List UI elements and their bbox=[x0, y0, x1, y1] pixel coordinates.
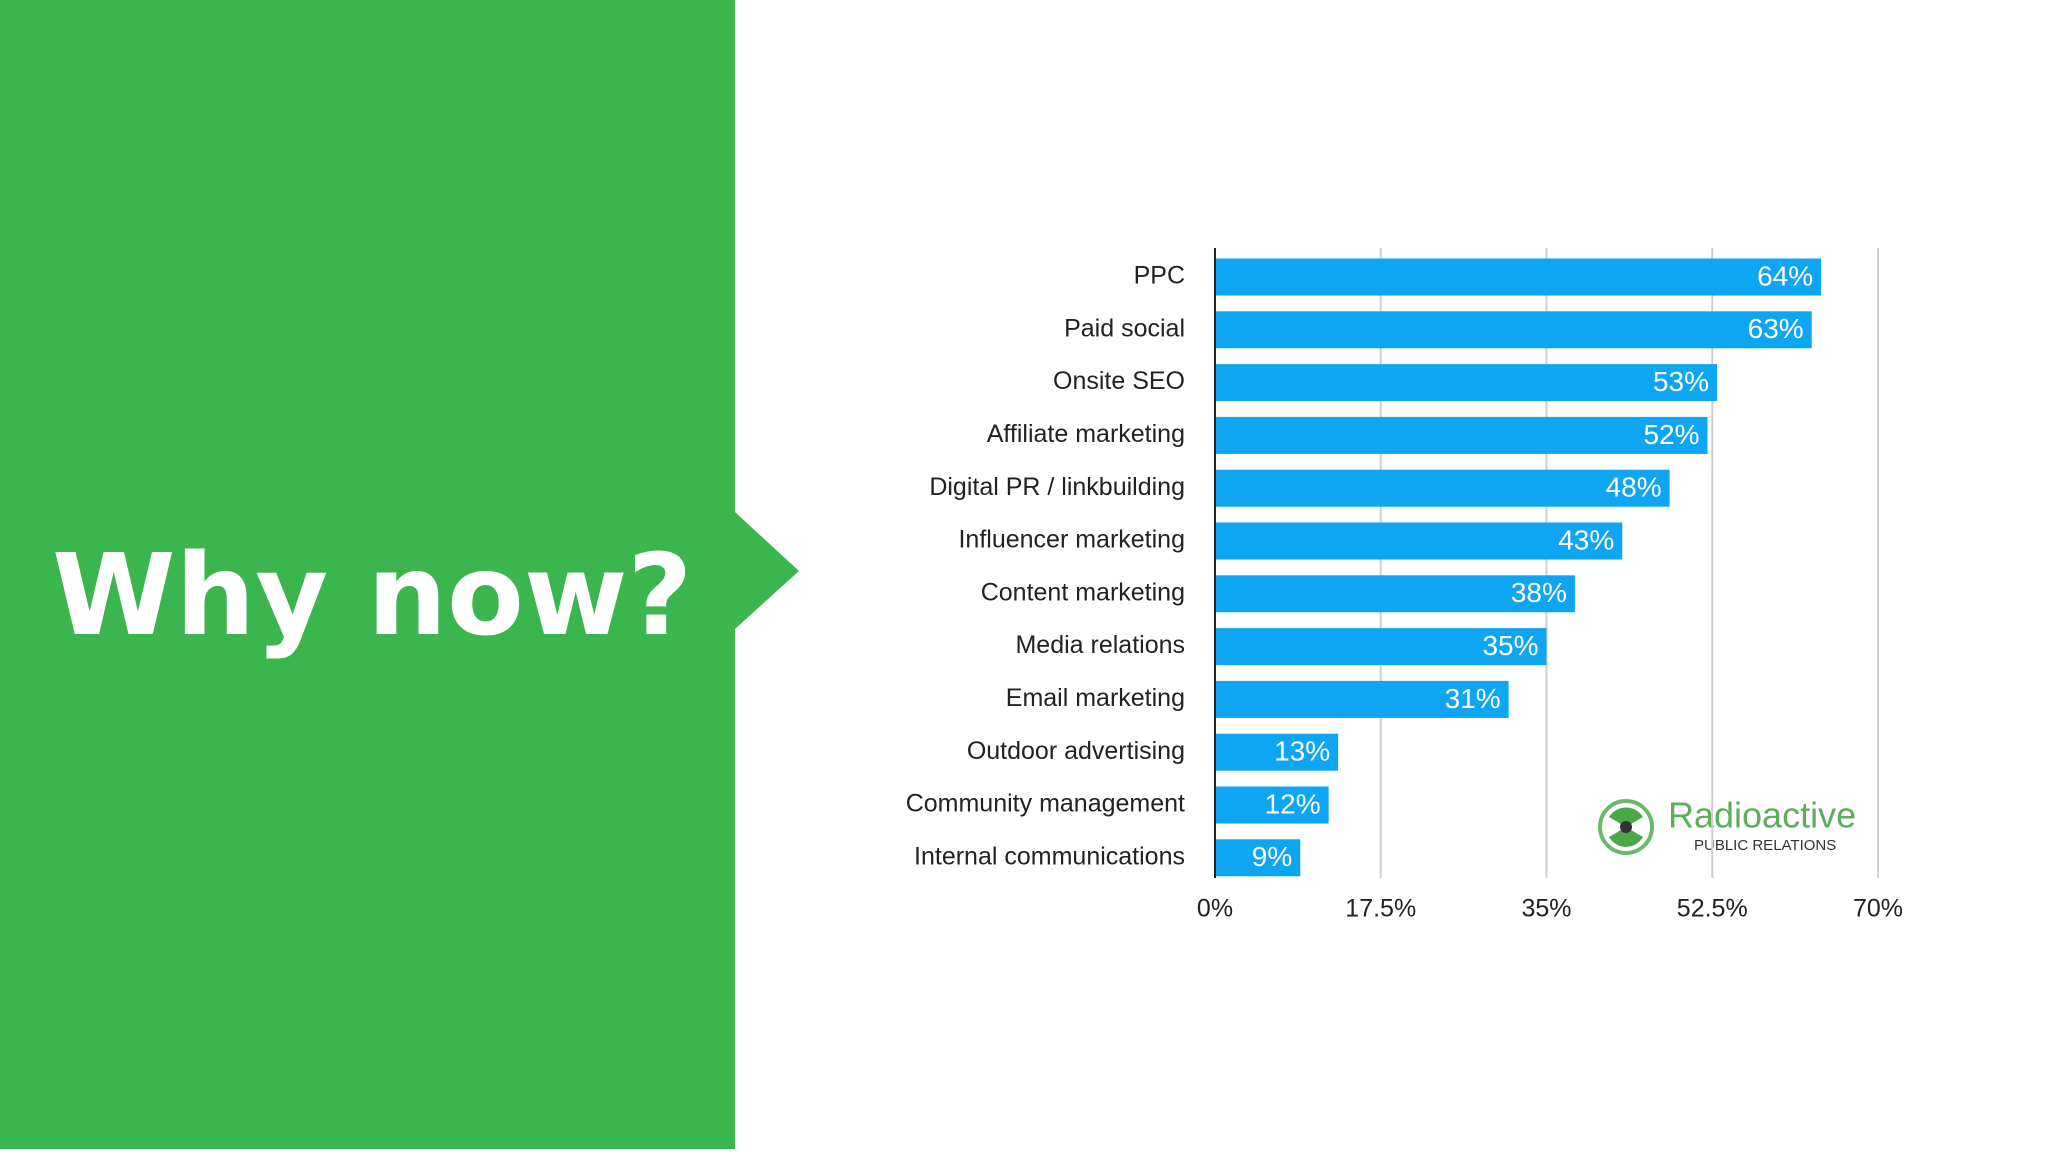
value-label: 35% bbox=[1482, 630, 1538, 661]
value-label: 31% bbox=[1445, 683, 1501, 714]
category-label: Onsite SEO bbox=[1053, 367, 1185, 395]
bar bbox=[1215, 416, 1708, 454]
value-label: 64% bbox=[1757, 260, 1813, 291]
category-label: Outdoor advertising bbox=[967, 737, 1185, 765]
x-tick-label: 70% bbox=[1853, 895, 1903, 923]
category-label: Paid social bbox=[1064, 314, 1185, 342]
value-label: 9% bbox=[1252, 841, 1292, 872]
bar bbox=[1215, 680, 1509, 718]
bar bbox=[1215, 786, 1329, 824]
value-label: 13% bbox=[1274, 736, 1330, 767]
category-label: Community management bbox=[906, 790, 1185, 818]
value-label: 52% bbox=[1643, 419, 1699, 450]
bar bbox=[1215, 733, 1339, 771]
category-label: PPC bbox=[1134, 262, 1185, 290]
bar bbox=[1215, 628, 1547, 666]
category-label: Media relations bbox=[1015, 631, 1185, 659]
green-panel bbox=[0, 0, 799, 1149]
bar bbox=[1215, 575, 1575, 613]
value-label: 43% bbox=[1558, 524, 1614, 555]
x-tick-label: 17.5% bbox=[1345, 895, 1416, 923]
value-label: 38% bbox=[1511, 577, 1567, 608]
bar bbox=[1215, 522, 1623, 560]
category-label: Digital PR / linkbuilding bbox=[929, 473, 1185, 501]
logo-name: Radioactive bbox=[1668, 795, 1856, 836]
value-label: 53% bbox=[1653, 366, 1709, 397]
value-label: 48% bbox=[1606, 472, 1662, 503]
category-label: Content marketing bbox=[981, 578, 1185, 606]
category-label: Internal communications bbox=[914, 842, 1185, 870]
logo-tagline: PUBLIC RELATIONS bbox=[1694, 837, 1836, 854]
slide-heading: Why now? bbox=[52, 531, 692, 661]
x-tick-label: 0% bbox=[1197, 895, 1233, 923]
bar bbox=[1215, 258, 1822, 296]
logo: Radioactive PUBLIC RELATIONS bbox=[1598, 795, 1856, 855]
x-tick-label: 52.5% bbox=[1677, 895, 1748, 923]
category-label: Affiliate marketing bbox=[987, 420, 1185, 448]
x-tick-label: 35% bbox=[1521, 895, 1571, 923]
bar bbox=[1215, 469, 1670, 507]
bar bbox=[1215, 364, 1717, 402]
bar bbox=[1215, 311, 1812, 349]
value-label: 63% bbox=[1748, 313, 1804, 344]
value-label: 12% bbox=[1265, 788, 1321, 819]
bar bbox=[1215, 839, 1301, 877]
category-label: Influencer marketing bbox=[958, 526, 1185, 554]
category-label: Email marketing bbox=[1006, 684, 1185, 712]
logo-core bbox=[1620, 821, 1632, 833]
